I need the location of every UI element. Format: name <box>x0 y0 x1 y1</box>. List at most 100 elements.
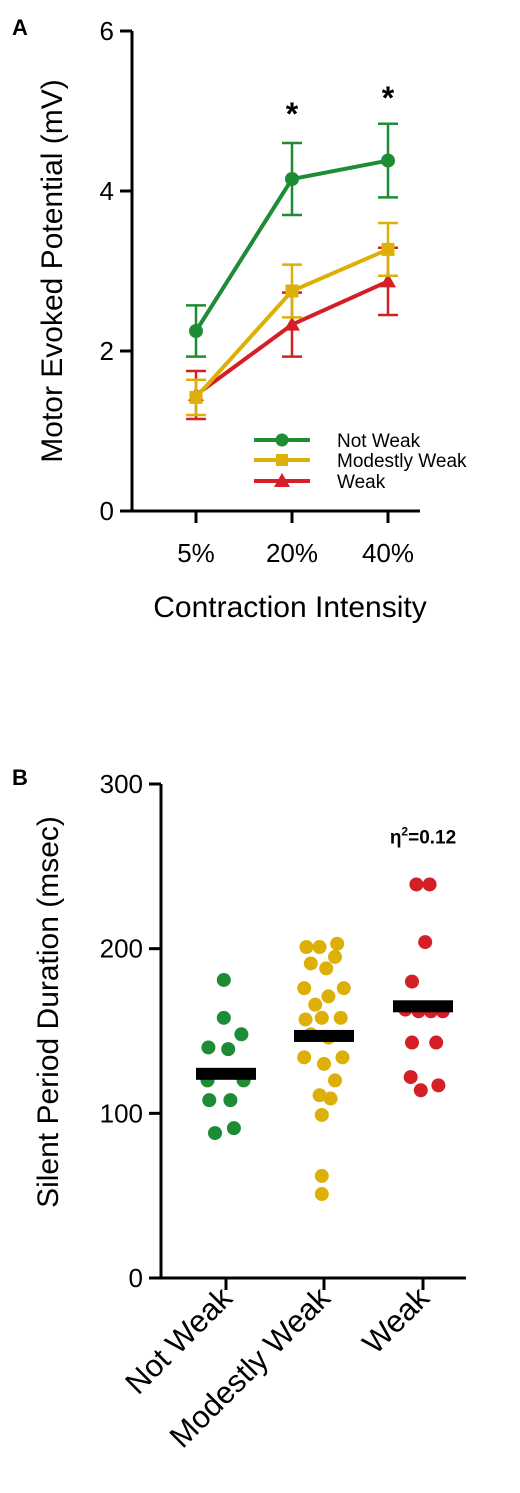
data-point <box>314 1010 329 1025</box>
data-point <box>297 1050 312 1065</box>
data-point <box>328 949 342 964</box>
data-point <box>299 940 314 955</box>
panel-a-annotations: * * <box>286 80 395 132</box>
panel-b-label: B <box>12 765 28 790</box>
panel-b-y-tick-label: 0 <box>129 1263 143 1293</box>
data-point <box>314 1168 329 1183</box>
panel-b-group-modestly-weak <box>297 936 351 1202</box>
data-point <box>380 273 396 288</box>
data-point <box>321 989 336 1004</box>
data-point <box>431 1078 446 1093</box>
data-point <box>381 153 395 168</box>
legend-item: Modestly Weak <box>254 451 467 472</box>
panel-a-x-axis-title: Contraction Intensity <box>153 591 426 624</box>
data-point <box>333 1010 348 1025</box>
data-point <box>418 935 433 950</box>
data-point <box>285 172 299 186</box>
data-point <box>413 1083 428 1098</box>
panel-b-means <box>196 1000 453 1080</box>
data-point <box>189 390 203 404</box>
legend-marker <box>276 454 288 466</box>
legend-label: Modestly Weak <box>337 451 467 472</box>
data-point <box>335 1050 350 1065</box>
data-point <box>317 1056 331 1071</box>
data-point <box>221 1042 236 1057</box>
panel-b-group-weak <box>398 877 450 1098</box>
data-point <box>319 961 334 976</box>
data-point <box>314 1187 329 1202</box>
data-point <box>323 1091 338 1106</box>
panel-a-label: A <box>12 15 28 40</box>
data-point <box>314 1107 329 1122</box>
panel-a-series <box>186 122 398 421</box>
eta-value: =0.12 <box>408 828 456 849</box>
data-point <box>405 1035 419 1050</box>
data-point <box>284 316 300 331</box>
panel-a-y-tick-label: 4 <box>100 176 114 206</box>
data-point <box>298 1012 313 1027</box>
panel-b-y-axis-title: Silent Period Duration (msec) <box>32 816 65 1208</box>
eta-symbol: η <box>390 828 402 849</box>
legend-item: Not Weak <box>254 431 421 452</box>
panel-a-x-tick-label: 5% <box>177 538 215 568</box>
eta-superscript: 2 <box>401 825 408 839</box>
panel-a-axes <box>130 31 420 513</box>
data-point <box>330 936 345 951</box>
data-point <box>336 981 351 996</box>
mean-bar <box>393 1000 453 1013</box>
data-point <box>381 242 395 256</box>
data-point <box>429 1035 444 1050</box>
panel-a-series-modestly-weak <box>186 221 398 417</box>
significance-marker: * <box>382 80 395 116</box>
panel-a-series-not-weak <box>186 122 398 358</box>
panel-a-y-tick-label: 0 <box>100 496 114 526</box>
panel-a-x-tick-label: 40% <box>362 538 414 568</box>
data-point <box>216 972 231 987</box>
data-point <box>201 1040 216 1055</box>
mean-bar <box>196 1067 256 1080</box>
data-point <box>403 1070 418 1085</box>
data-point <box>312 940 327 955</box>
legend-item: Weak <box>254 472 386 493</box>
significance-marker: * <box>286 96 299 132</box>
data-point <box>303 956 318 971</box>
data-point <box>409 877 424 892</box>
panel-b-effect-size-annotation: η2=0.12 <box>390 825 456 849</box>
panel-b-y-tick-label: 100 <box>100 1098 143 1128</box>
data-point <box>312 1088 327 1103</box>
data-point <box>234 1027 249 1042</box>
mean-bar <box>294 1029 354 1042</box>
data-point <box>226 1121 241 1136</box>
data-point <box>308 997 323 1012</box>
legend-label: Not Weak <box>337 431 421 452</box>
legend-marker <box>274 473 290 487</box>
data-point <box>297 981 312 996</box>
panel-b-y-tick-label: 200 <box>100 934 143 964</box>
panel-b-group-not-weak <box>200 972 251 1141</box>
data-point <box>208 1126 222 1141</box>
legend-marker <box>275 433 289 447</box>
panel-a-y-tick-label: 6 <box>100 16 114 46</box>
panel-b-points <box>200 877 450 1202</box>
legend-label: Weak <box>337 472 386 493</box>
data-point <box>202 1093 217 1108</box>
data-point <box>223 1093 238 1108</box>
panel-a-ticks: 0 2 4 6 5% 20% 40% <box>100 16 414 568</box>
data-point <box>285 284 299 298</box>
panel-b-y-tick-label: 300 <box>100 769 143 799</box>
panel-a-x-tick-label: 20% <box>266 538 318 568</box>
data-point <box>216 1010 231 1025</box>
data-point <box>422 877 437 892</box>
panel-a-y-axis-title: Motor Evoked Potential (mV) <box>36 79 69 462</box>
data-point <box>328 1073 342 1088</box>
panel-a-y-tick-label: 2 <box>100 336 114 366</box>
data-point <box>405 974 419 989</box>
data-point <box>189 324 203 338</box>
panel-b-axes <box>159 784 466 1280</box>
panel-b-x-tick-label: Weak <box>356 1280 437 1361</box>
